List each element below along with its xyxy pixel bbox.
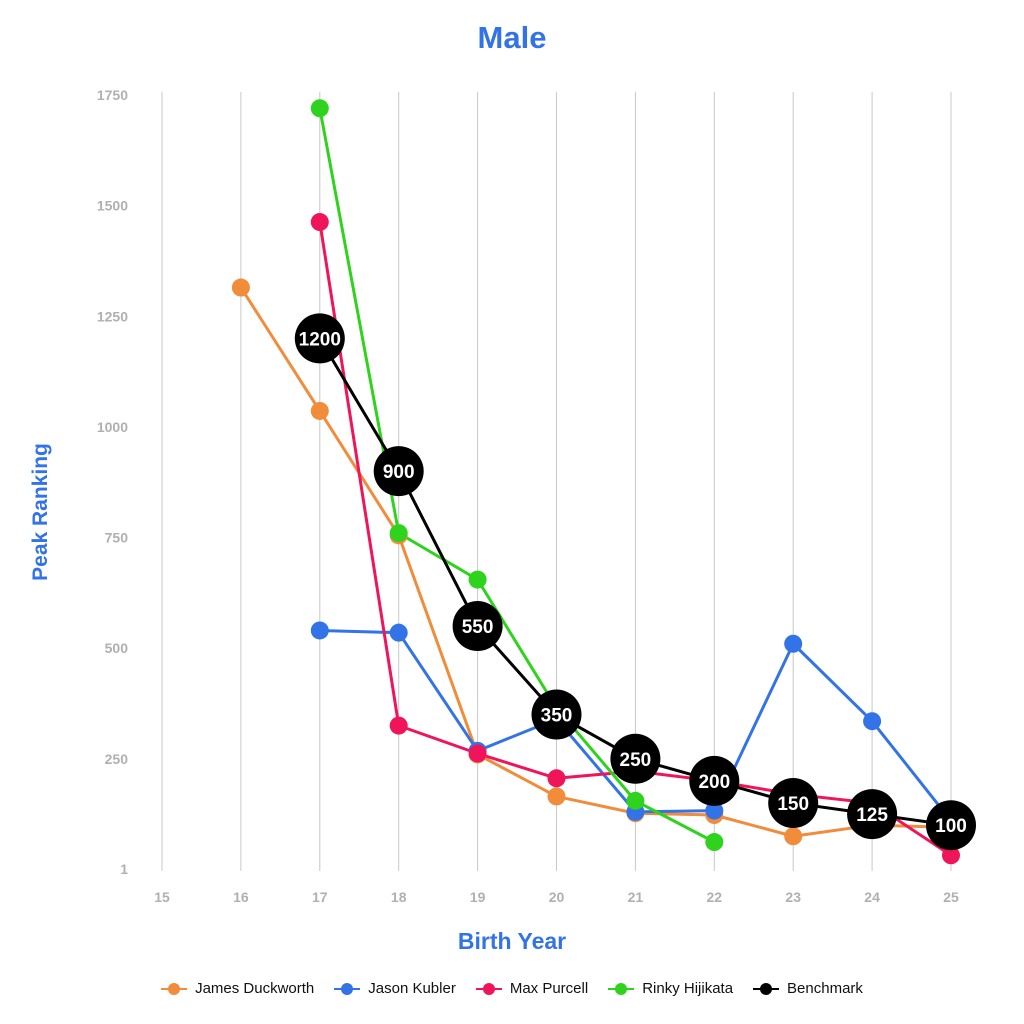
data-point-max-purcell — [310, 213, 329, 232]
data-label-benchmark: 1200 — [299, 329, 341, 350]
data-point-benchmark — [294, 313, 345, 364]
legend-label: Jason Kubler — [368, 980, 456, 997]
x-tick-label: 25 — [943, 889, 959, 905]
y-tick-label: 250 — [105, 751, 129, 767]
x-tick-label: 21 — [628, 889, 644, 905]
data-point-rinky-hijikata — [389, 524, 408, 543]
data-point-rinky-hijikata — [626, 791, 645, 810]
x-tick-label: 20 — [549, 889, 565, 905]
data-point-jason-kubler — [705, 801, 724, 820]
legend-marker-icon — [608, 982, 635, 995]
data-point-max-purcell — [389, 716, 408, 735]
y-tick-label: 500 — [105, 640, 129, 656]
data-point-rinky-hijikata — [468, 570, 487, 589]
y-tick-label: 1500 — [97, 198, 128, 214]
data-point-jason-kubler — [389, 623, 408, 642]
legend-label: Max Purcell — [509, 980, 589, 997]
y-axis-title: Peak Ranking — [29, 443, 52, 581]
chart-title: Male — [477, 20, 547, 55]
data-label-benchmark: 250 — [620, 750, 652, 771]
x-axis-title: Birth Year — [457, 928, 567, 954]
data-point-benchmark — [610, 733, 661, 784]
data-point-benchmark — [373, 446, 424, 497]
data-point-benchmark — [926, 800, 976, 851]
data-label-benchmark: 125 — [856, 805, 888, 826]
x-tick-label: 23 — [785, 889, 801, 905]
data-point-benchmark — [847, 789, 898, 840]
data-label-benchmark: 100 — [935, 816, 967, 837]
data-point-jason-kubler — [863, 712, 882, 731]
legend-marker-icon — [475, 982, 502, 995]
data-point-jason-kubler — [310, 621, 329, 640]
x-tick-label: 15 — [154, 889, 170, 905]
y-tick-label: 1000 — [97, 419, 128, 435]
data-label-benchmark: 900 — [383, 462, 415, 483]
legend-item-benchmark[interactable]: Benchmark — [753, 980, 863, 997]
y-tick-label: 750 — [105, 530, 129, 546]
data-point-benchmark — [531, 689, 582, 740]
data-point-james-duckworth — [784, 827, 803, 846]
x-tick-label: 17 — [312, 889, 328, 905]
legend: James Duckworth Jason Kubler Max Purcell… — [0, 980, 1024, 997]
legend-item-jason-kubler[interactable]: Jason Kubler — [334, 980, 456, 997]
legend-label: James Duckworth — [195, 980, 315, 997]
x-tick-label: 22 — [707, 889, 723, 905]
legend-item-rinky-hijikata[interactable]: Rinky Hijikata — [608, 980, 733, 997]
data-point-jason-kubler — [784, 634, 803, 653]
legend-marker-icon — [161, 982, 188, 995]
legend-item-james-duckworth[interactable]: James Duckworth — [161, 980, 314, 997]
data-point-benchmark — [689, 755, 740, 806]
data-label-benchmark: 200 — [698, 772, 730, 793]
x-tick-label: 19 — [470, 889, 486, 905]
data-point-rinky-hijikata — [705, 833, 724, 852]
data-point-benchmark — [452, 601, 503, 652]
x-tick-label: 16 — [233, 889, 249, 905]
data-point-benchmark — [768, 778, 819, 829]
data-point-james-duckworth — [310, 401, 329, 420]
data-label-benchmark: 350 — [541, 706, 573, 727]
y-tick-label: 1 — [120, 861, 128, 877]
legend-label: Benchmark — [787, 980, 863, 997]
legend-item-max-purcell[interactable]: Max Purcell — [475, 980, 589, 997]
x-tick-label: 24 — [864, 889, 880, 905]
data-point-max-purcell — [468, 744, 487, 763]
y-tick-label: 1750 — [97, 87, 128, 103]
legend-label: Rinky Hijikata — [642, 980, 734, 997]
data-label-benchmark: 550 — [462, 617, 494, 638]
legend-marker-icon — [334, 982, 361, 995]
data-point-max-purcell — [942, 846, 960, 865]
y-tick-label: 1250 — [97, 308, 128, 324]
legend-marker-icon — [753, 982, 780, 995]
data-point-james-duckworth — [231, 278, 250, 297]
x-tick-label: 18 — [391, 889, 407, 905]
data-label-benchmark: 150 — [777, 794, 809, 815]
data-point-max-purcell — [547, 769, 566, 788]
data-point-rinky-hijikata — [310, 99, 329, 118]
data-point-james-duckworth — [547, 787, 566, 806]
